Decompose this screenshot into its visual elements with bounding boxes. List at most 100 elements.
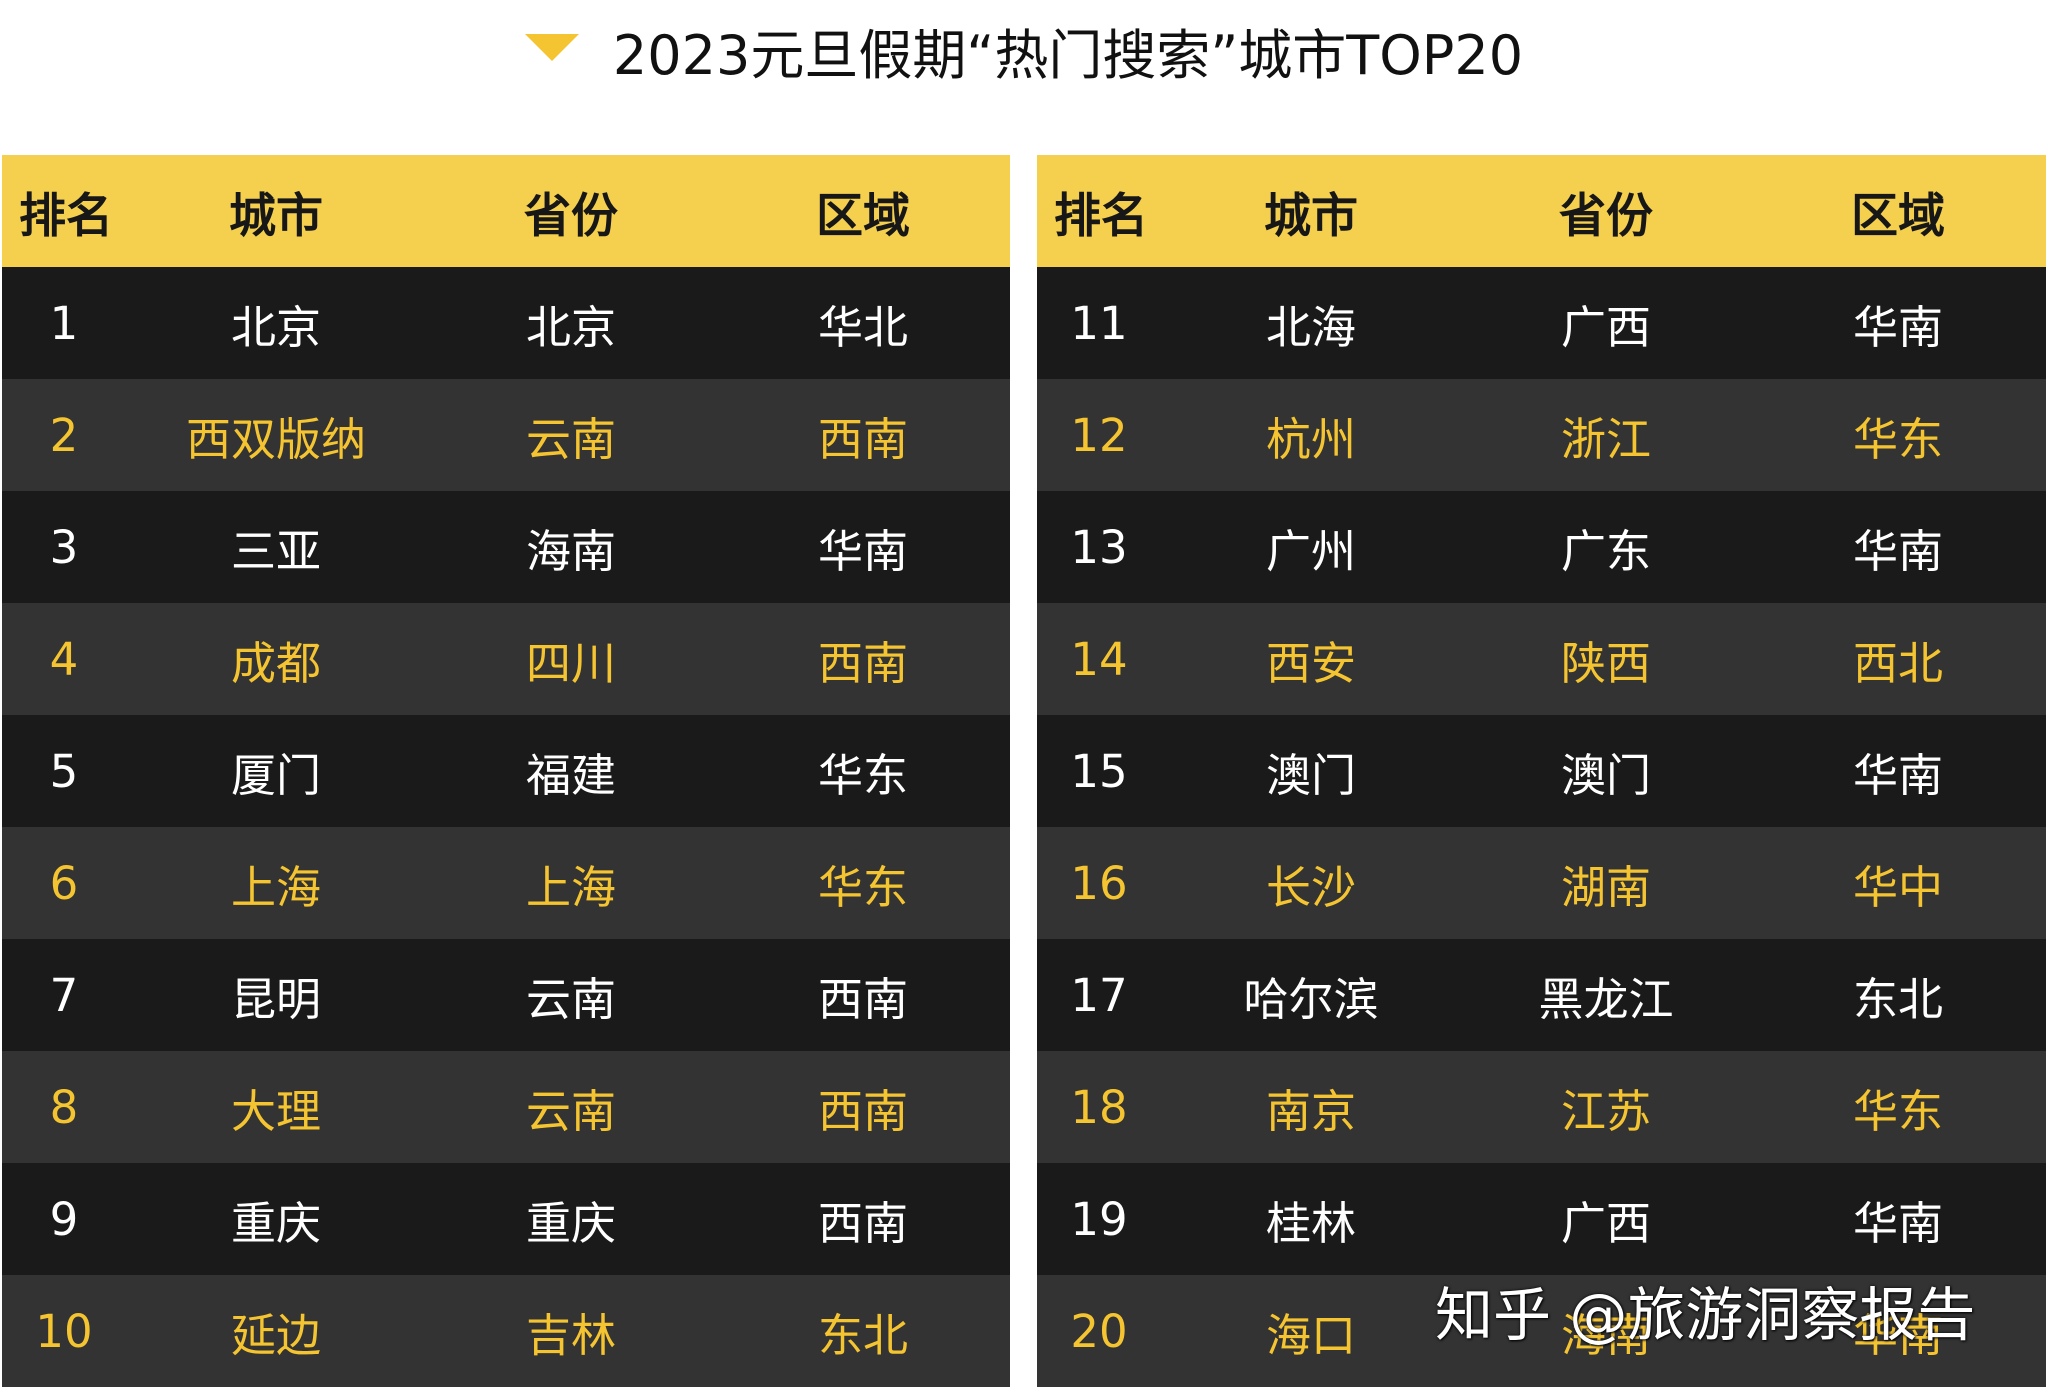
table-row: 2 西双版纳 云南 西南 bbox=[2, 379, 1010, 491]
province-cell: 浙江 bbox=[1560, 412, 1651, 466]
table-row: 7 昆明 云南 西南 bbox=[2, 939, 1010, 1051]
table-row: 9 重庆 重庆 西南 bbox=[2, 1163, 1010, 1275]
province-cell: 重庆 bbox=[525, 1196, 616, 1250]
rank-cell: 9 bbox=[49, 1192, 79, 1246]
region-cell: 西南 bbox=[817, 636, 908, 690]
rank-cell: 16 bbox=[1070, 856, 1128, 910]
table-row: 12 杭州 浙江 华东 bbox=[1037, 379, 2046, 491]
header-province: 省份 bbox=[1559, 188, 1653, 244]
province-cell: 云南 bbox=[525, 412, 616, 466]
region-cell: 西南 bbox=[817, 412, 908, 466]
city-cell: 海口 bbox=[1265, 1308, 1356, 1362]
city-cell: 上海 bbox=[230, 860, 321, 914]
region-cell: 西南 bbox=[817, 972, 908, 1026]
rank-cell: 15 bbox=[1070, 744, 1128, 798]
city-cell: 长沙 bbox=[1265, 860, 1356, 914]
table-row: 8 大理 云南 西南 bbox=[2, 1051, 1010, 1163]
province-cell: 澳门 bbox=[1560, 748, 1651, 802]
ranking-table-right: 排名 城市 省份 区域 11 北海 广西 华南 12 杭州 浙江 华东 13 广州 广东 华南 14 西安 陕西 西北… bbox=[1037, 155, 2046, 1387]
province-cell: 北京 bbox=[525, 300, 616, 354]
rank-cell: 13 bbox=[1070, 520, 1128, 574]
province-cell: 黑龙江 bbox=[1538, 972, 1674, 1026]
region-cell: 西北 bbox=[1852, 636, 1943, 690]
city-cell: 三亚 bbox=[230, 524, 321, 578]
table-row: 14 西安 陕西 西北 bbox=[1037, 603, 2046, 715]
city-cell: 厦门 bbox=[230, 748, 321, 802]
table-row: 1 北京 北京 华北 bbox=[2, 267, 1010, 379]
region-cell: 华南 bbox=[817, 524, 908, 578]
header-region: 区域 bbox=[1851, 188, 1945, 244]
province-cell: 福建 bbox=[525, 748, 616, 802]
rank-cell: 12 bbox=[1070, 408, 1128, 462]
rank-cell: 17 bbox=[1070, 968, 1128, 1022]
header-province: 省份 bbox=[524, 188, 618, 244]
table-row: 6 上海 上海 华东 bbox=[2, 827, 1010, 939]
rank-cell: 18 bbox=[1070, 1080, 1128, 1134]
city-cell: 桂林 bbox=[1265, 1196, 1356, 1250]
rank-cell: 5 bbox=[49, 744, 79, 798]
city-cell: 西双版纳 bbox=[185, 412, 366, 466]
rank-cell: 1 bbox=[49, 296, 79, 350]
table-row: 4 成都 四川 西南 bbox=[2, 603, 1010, 715]
title-bar: 2023元旦假期“热门搜索”城市TOP20 bbox=[0, 10, 2048, 90]
city-cell: 延边 bbox=[230, 1308, 321, 1362]
region-cell: 华东 bbox=[817, 860, 908, 914]
table-row: 15 澳门 澳门 华南 bbox=[1037, 715, 2046, 827]
table-row: 18 南京 江苏 华东 bbox=[1037, 1051, 2046, 1163]
header-rank: 排名 bbox=[1054, 188, 1148, 244]
table-row: 5 厦门 福建 华东 bbox=[2, 715, 1010, 827]
city-cell: 哈尔滨 bbox=[1243, 972, 1379, 1026]
region-cell: 华中 bbox=[1852, 860, 1943, 914]
province-cell: 云南 bbox=[525, 1084, 616, 1138]
city-cell: 北海 bbox=[1265, 300, 1356, 354]
city-cell: 北京 bbox=[230, 300, 321, 354]
rank-cell: 11 bbox=[1070, 296, 1128, 350]
ranking-table-left: 排名 城市 省份 区域 1 北京 北京 华北 2 西双版纳 云南 西南 3 三亚 海南 华南 4 成都 四川 西南 5 厦… bbox=[2, 155, 1010, 1387]
region-cell: 华南 bbox=[1852, 748, 1943, 802]
header-city: 城市 bbox=[229, 188, 323, 244]
region-cell: 东北 bbox=[1852, 972, 1943, 1026]
region-cell: 华北 bbox=[817, 300, 908, 354]
rank-cell: 20 bbox=[1070, 1304, 1128, 1358]
table-row: 3 三亚 海南 华南 bbox=[2, 491, 1010, 603]
province-cell: 吉林 bbox=[525, 1308, 616, 1362]
region-cell: 西南 bbox=[817, 1196, 908, 1250]
rank-cell: 3 bbox=[49, 520, 79, 574]
province-cell: 江苏 bbox=[1560, 1084, 1651, 1138]
province-cell: 陕西 bbox=[1560, 636, 1651, 690]
province-cell: 云南 bbox=[525, 972, 616, 1026]
table-row: 19 桂林 广西 华南 bbox=[1037, 1163, 2046, 1275]
table-row: 13 广州 广东 华南 bbox=[1037, 491, 2046, 603]
table-row: 17 哈尔滨 黑龙江 东北 bbox=[1037, 939, 2046, 1051]
province-cell: 四川 bbox=[525, 636, 616, 690]
province-cell: 海南 bbox=[525, 524, 616, 578]
region-cell: 华南 bbox=[1852, 1308, 1943, 1362]
province-cell: 上海 bbox=[525, 860, 616, 914]
region-cell: 华东 bbox=[817, 748, 908, 802]
city-cell: 杭州 bbox=[1265, 412, 1356, 466]
region-cell: 华南 bbox=[1852, 300, 1943, 354]
region-cell: 东北 bbox=[817, 1308, 908, 1362]
region-cell: 华东 bbox=[1852, 412, 1943, 466]
city-cell: 大理 bbox=[230, 1084, 321, 1138]
rank-cell: 14 bbox=[1070, 632, 1128, 686]
rank-cell: 6 bbox=[49, 856, 79, 910]
table-header-row: 排名 城市 省份 区域 bbox=[2, 155, 1010, 267]
table-row: 10 延边 吉林 东北 bbox=[2, 1275, 1010, 1387]
rank-cell: 7 bbox=[49, 968, 79, 1022]
header-region: 区域 bbox=[816, 188, 910, 244]
province-cell: 广西 bbox=[1560, 300, 1651, 354]
city-cell: 广州 bbox=[1265, 524, 1356, 578]
region-cell: 华南 bbox=[1852, 1196, 1943, 1250]
table-row: 16 长沙 湖南 华中 bbox=[1037, 827, 2046, 939]
city-cell: 重庆 bbox=[230, 1196, 321, 1250]
table-row: 11 北海 广西 华南 bbox=[1037, 267, 2046, 379]
table-row: 20 海口 海南 华南 bbox=[1037, 1275, 2046, 1387]
rank-cell: 2 bbox=[49, 408, 79, 462]
province-cell: 广东 bbox=[1560, 524, 1651, 578]
rank-cell: 8 bbox=[49, 1080, 79, 1134]
rank-cell: 19 bbox=[1070, 1192, 1128, 1246]
region-cell: 华南 bbox=[1852, 524, 1943, 578]
city-cell: 成都 bbox=[230, 636, 321, 690]
province-cell: 海南 bbox=[1560, 1308, 1651, 1362]
